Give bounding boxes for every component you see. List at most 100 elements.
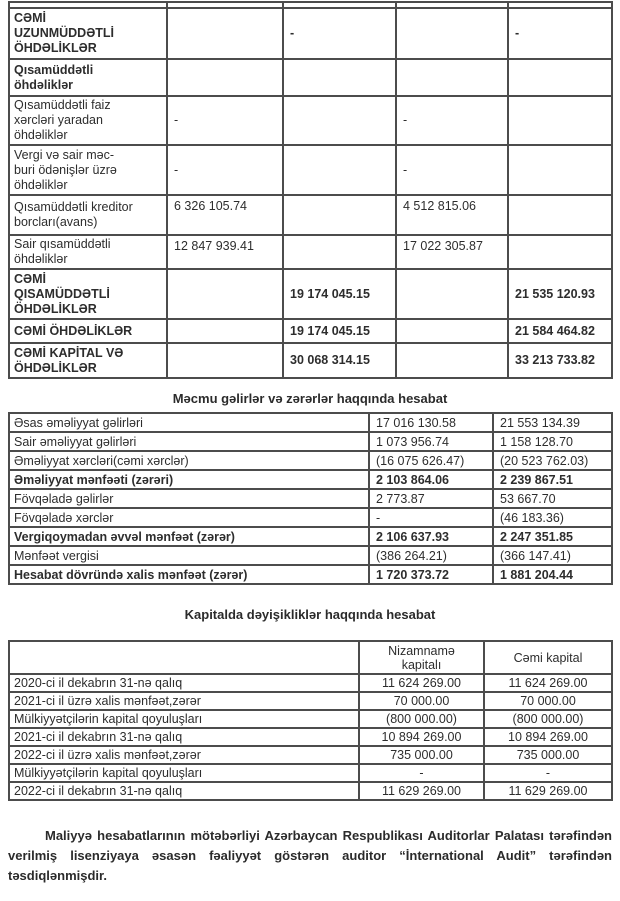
value-prior: 2 239 867.51 [492, 469, 613, 490]
value-col4: - [507, 7, 613, 60]
value-col1 [166, 318, 284, 344]
value-col4 [507, 234, 613, 270]
row-label: CƏMİ ÖHDƏLİKLƏR [8, 318, 168, 344]
value-nizamname: 735 000.00 [358, 745, 485, 765]
balance-sheet-table: CƏMİ UZUNMÜDDƏTLİ ÖHDƏLİKLƏR - - Qısamüddət… [8, 1, 613, 379]
income-row: Hesabat dövründə xalis mənfəət (zərər) 1 … [8, 564, 613, 585]
balance-table-body: CƏMİ UZUNMÜDDƏTLİ ÖHDƏLİKLƏR - - Qısamüddət… [8, 1, 613, 379]
value-prior: (366 147.41) [492, 545, 613, 566]
value-col3: 4 512 815.06 [395, 194, 509, 236]
value-col4 [507, 194, 613, 236]
value-col2 [282, 144, 397, 196]
value-col1 [166, 7, 284, 60]
row-label: Qısamüddətli kreditor borcları(avans) [8, 194, 168, 236]
row-label: Vergi və sair məc- buri ödənişlər üzrə ö… [8, 144, 168, 196]
row-label: Hesabat dövründə xalis mənfəət (zərər) [8, 564, 370, 585]
value-cemi: 11 624 269.00 [483, 673, 613, 693]
income-row: Sair əməliyyat gəlirləri 1 073 956.74 1 15… [8, 431, 613, 452]
value-col2 [282, 58, 397, 97]
value-nizamname: 10 894 269.00 [358, 727, 485, 747]
row-label: 2021-ci il üzrə xalis mənfəət,zərər [8, 691, 360, 711]
value-current: 2 773.87 [368, 488, 494, 509]
equity-table-body: 2020-ci il dekabrın 31-nə qalıq 11 624 26… [8, 673, 613, 801]
value-current: 1 073 956.74 [368, 431, 494, 452]
empty-cell [395, 1, 509, 9]
value-col1: 6 326 105.74 [166, 194, 284, 236]
income-row: Fövqəladə xərclər - (46 183.36) [8, 507, 613, 528]
balance-row: Vergi və sair məc- buri ödənişlər üzrə ö… [8, 144, 613, 196]
row-label: 2021-ci il dekabrın 31-nə qalıq [8, 727, 360, 747]
income-row: Fövqəladə gəlirlər 2 773.87 53 667.70 [8, 488, 613, 509]
value-col3 [395, 58, 509, 97]
value-col1 [166, 268, 284, 320]
value-current: (16 075 626.47) [368, 450, 494, 471]
audit-confirmation-note: Maliyyə hesabatlarının mötəbərliyi Azərb… [8, 828, 612, 883]
equity-row: 2021-ci il üzrə xalis mənfəət,zərər 70 00… [8, 691, 613, 711]
value-cemi: 735 000.00 [483, 745, 613, 765]
value-col3: - [395, 95, 509, 146]
value-current: - [368, 507, 494, 528]
value-col4 [507, 95, 613, 146]
value-col1: - [166, 95, 284, 146]
value-current: (386 264.21) [368, 545, 494, 566]
value-prior: 53 667.70 [492, 488, 613, 509]
row-label: CƏMİ KAPİTAL VƏ ÖHDƏLİKLƏR [8, 342, 168, 379]
value-col2: - [282, 7, 397, 60]
income-row: Əməliyyat mənfəəti (zərəri) 2 103 864.06 2… [8, 469, 613, 490]
value-nizamname: 11 629 269.00 [358, 781, 485, 801]
value-cemi: 10 894 269.00 [483, 727, 613, 747]
value-col3: - [395, 144, 509, 196]
row-label: Mülkiyyətçilərin kapital qoyuluşları [8, 709, 360, 729]
equity-row: 2022-ci il dekabrın 31-nə qalıq 11 629 26… [8, 781, 613, 801]
value-col4 [507, 58, 613, 97]
value-col4 [507, 144, 613, 196]
income-row: Mənfəət vergisi (386 264.21) (366 147.41) [8, 545, 613, 566]
row-label: Fövqəladə gəlirlər [8, 488, 370, 509]
value-prior: (46 183.36) [492, 507, 613, 528]
row-label: Mənfəət vergisi [8, 545, 370, 566]
empty-cell [507, 1, 613, 9]
equity-header-row: Nizamnamə kapitalı Cəmi kapital [8, 640, 613, 675]
income-table-body: Əsas əməliyyat gəlirləri 17 016 130.58 21 … [8, 412, 613, 585]
value-col1 [166, 342, 284, 379]
value-col4: 33 213 733.82 [507, 342, 613, 379]
balance-row: Sair qısamüddətli öhdəliklər 12 847 939.4… [8, 234, 613, 270]
empty-cell [8, 1, 168, 9]
balance-row: Qısamüddətli kreditor borcları(avans) 6 3… [8, 194, 613, 236]
row-label: Əsas əməliyyat gəlirləri [8, 412, 370, 433]
balance-row: CƏMİ KAPİTAL VƏ ÖHDƏLİKLƏR 30 068 314.15 3… [8, 342, 613, 379]
row-label: 2022-ci il üzrə xalis mənfəət,zərər [8, 745, 360, 765]
row-label: Əməliyyat mənfəəti (zərəri) [8, 469, 370, 490]
value-nizamname: - [358, 763, 485, 783]
row-label: Sair əməliyyat gəlirləri [8, 431, 370, 452]
equity-statement-table: Nizamnamə kapitalı Cəmi kapital 2020-ci … [8, 640, 613, 801]
value-col3 [395, 342, 509, 379]
row-label: CƏMİ UZUNMÜDDƏTLİ ÖHDƏLİKLƏR [8, 7, 168, 60]
value-col1: - [166, 144, 284, 196]
row-label: CƏMİ QISAMÜDDƏTLİ ÖHDƏLİKLƏR [8, 268, 168, 320]
equity-row: 2021-ci il dekabrın 31-nə qalıq 10 894 26… [8, 727, 613, 747]
row-label: Qısamüddətli öhdəliklər [8, 58, 168, 97]
balance-row: CƏMİ ÖHDƏLİKLƏR 19 174 045.15 21 584 464.8… [8, 318, 613, 344]
income-row: Əsas əməliyyat gəlirləri 17 016 130.58 21 … [8, 412, 613, 433]
value-col1: 12 847 939.41 [166, 234, 284, 270]
row-label: 2022-ci il dekabrın 31-nə qalıq [8, 781, 360, 801]
equity-row: 2020-ci il dekabrın 31-nə qalıq 11 624 26… [8, 673, 613, 693]
value-prior: 1 158 128.70 [492, 431, 613, 452]
cutoff-row-fragment [8, 1, 613, 9]
equity-row: 2022-ci il üzrə xalis mənfəət,zərər 735 0… [8, 745, 613, 765]
balance-row: Qısamüddətli öhdəliklər [8, 58, 613, 97]
value-current: 17 016 130.58 [368, 412, 494, 433]
row-label: Sair qısamüddətli öhdəliklər [8, 234, 168, 270]
income-statement-table: Əsas əməliyyat gəlirləri 17 016 130.58 21 … [8, 412, 613, 585]
row-label: Mülkiyyətçilərin kapital qoyuluşları [8, 763, 360, 783]
row-label: Qısamüddətli faiz xərcləri yaradan öhdəl… [8, 95, 168, 146]
value-col1 [166, 58, 284, 97]
income-row: Vergiqoymadan əvvəl mənfəət (zərər) 2 106… [8, 526, 613, 547]
balance-row: CƏMİ UZUNMÜDDƏTLİ ÖHDƏLİKLƏR - - [8, 7, 613, 60]
value-prior: 1 881 204.44 [492, 564, 613, 585]
value-current: 1 720 373.72 [368, 564, 494, 585]
value-col2: 30 068 314.15 [282, 342, 397, 379]
row-label: Vergiqoymadan əvvəl mənfəət (zərər) [8, 526, 370, 547]
